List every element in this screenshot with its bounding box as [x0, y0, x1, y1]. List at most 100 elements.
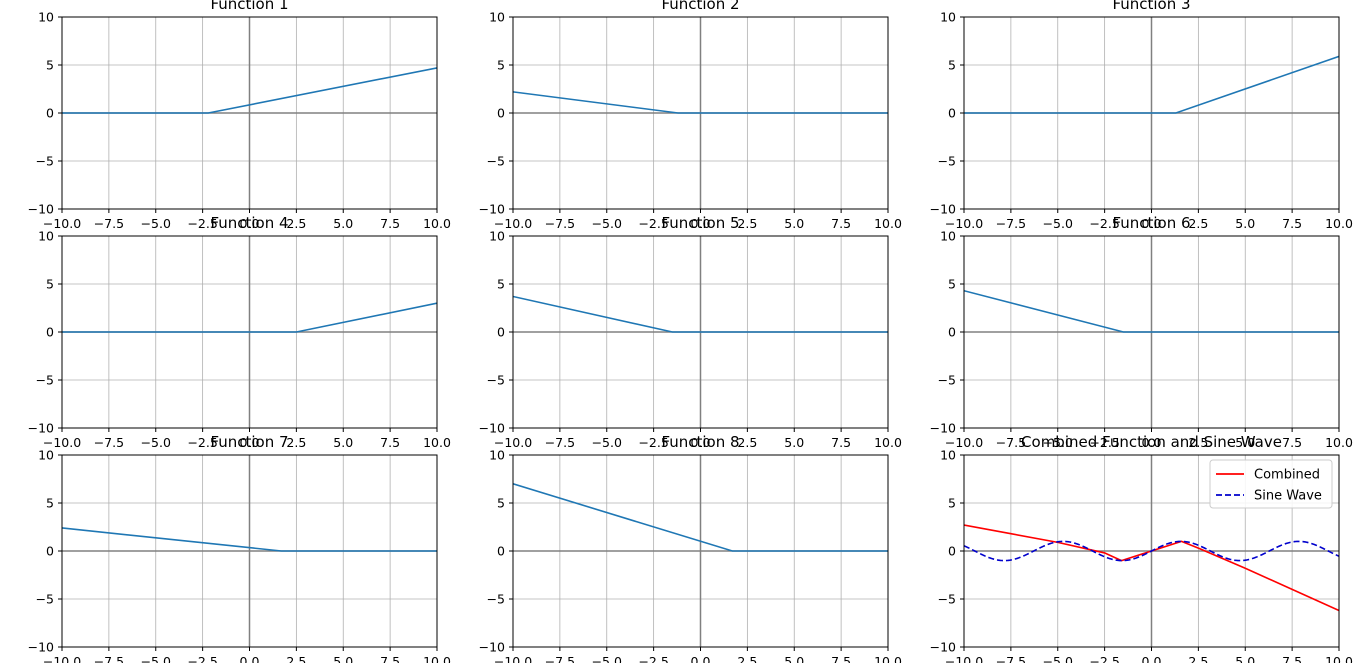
legend: Combined Sine Wave — [1209, 459, 1333, 509]
y-tick-label: −10 — [28, 421, 54, 436]
legend-box — [1209, 459, 1333, 509]
y-tick-label: 10 — [940, 10, 956, 25]
x-tick-label: 7.5 — [831, 216, 851, 231]
y-tick-label: 5 — [46, 277, 54, 292]
x-tick-label: 2.5 — [737, 654, 757, 663]
x-tick-label: −2.5 — [187, 654, 217, 663]
x-tick-label: −5.0 — [141, 216, 171, 231]
x-tick-label: −7.5 — [94, 435, 124, 450]
x-tick-label: −7.5 — [545, 435, 575, 450]
y-tick-label: 10 — [940, 448, 956, 463]
x-tick-label: −5.0 — [141, 654, 171, 663]
y-tick-label: 5 — [46, 58, 54, 73]
x-tick-label: 7.5 — [831, 435, 851, 450]
subplot-9: −10.0 −7.5 −5.0 −2.5 0.0 2.5 5.0 7.5 10.0 −10 −5 0 5… — [930, 433, 1353, 663]
x-tick-label: 10.0 — [423, 654, 451, 663]
y-tick-label: −5 — [487, 592, 505, 607]
x-tick-label: 7.5 — [1282, 216, 1302, 231]
y-tick-label: 0 — [948, 325, 956, 340]
y-tick-label: 5 — [948, 277, 956, 292]
y-tick-label: −10 — [930, 640, 956, 655]
x-tick-label: 5.0 — [1235, 435, 1255, 450]
x-tick-label: −10.0 — [43, 654, 81, 663]
x-tick-label: 10.0 — [874, 654, 902, 663]
y-tick-label: 0 — [497, 106, 505, 121]
subplot-title: Function 2 — [661, 0, 739, 13]
legend-label: Sine Wave — [1254, 489, 1322, 504]
subplot-title: Function 8 — [661, 433, 739, 451]
y-tick-label: −5 — [36, 592, 54, 607]
series-line-1 — [513, 483, 888, 552]
x-tick-label: 10.0 — [874, 216, 902, 231]
y-tick-label: 5 — [948, 58, 956, 73]
subplot-7: −10.0 −7.5 −5.0 −2.5 0.0 2.5 5.0 7.5 10.0 −10 −5 0 5… — [28, 433, 451, 663]
x-tick-label: 5.0 — [784, 435, 804, 450]
series-line-1 — [513, 295, 888, 333]
y-tick-label: 0 — [46, 325, 54, 340]
x-tick-label: −10.0 — [945, 654, 983, 663]
subplot-3: −10.0 −7.5 −5.0 −2.5 0.0 2.5 5.0 7.5 10.0 −10 −5 0 5… — [930, 0, 1353, 231]
x-tick-label: 2.5 — [286, 435, 306, 450]
y-tick-label: −10 — [479, 421, 505, 436]
y-tick-label: −10 — [930, 202, 956, 217]
x-tick-label: 0.0 — [240, 654, 260, 663]
x-tick-label: −7.5 — [94, 654, 124, 663]
x-tick-label: −7.5 — [996, 654, 1026, 663]
x-tick-label: 7.5 — [380, 654, 400, 663]
x-tick-label: −7.5 — [545, 654, 575, 663]
subplot-title: Function 4 — [210, 214, 288, 232]
x-tick-label: −10.0 — [945, 435, 983, 450]
x-tick-label: 10.0 — [1325, 216, 1353, 231]
y-tick-label: 5 — [46, 496, 54, 511]
series-line-1 — [62, 67, 437, 114]
x-tick-label: −5.0 — [1043, 654, 1073, 663]
x-tick-label: 2.5 — [1188, 654, 1208, 663]
x-tick-label: −10.0 — [494, 654, 532, 663]
y-tick-label: −10 — [28, 202, 54, 217]
y-tick-label: 10 — [38, 448, 54, 463]
x-tick-label: 10.0 — [423, 216, 451, 231]
y-tick-label: −5 — [487, 373, 505, 388]
series-line-1 — [62, 302, 437, 333]
subplot-4: −10.0 −7.5 −5.0 −2.5 0.0 2.5 5.0 7.5 10.0 −10 −5 0 5… — [28, 214, 451, 450]
y-tick-label: 0 — [46, 544, 54, 559]
x-tick-label: 7.5 — [1282, 435, 1302, 450]
x-tick-label: −2.5 — [1089, 654, 1119, 663]
y-tick-label: 0 — [497, 325, 505, 340]
x-tick-label: −7.5 — [94, 216, 124, 231]
x-tick-label: 5.0 — [333, 435, 353, 450]
x-tick-label: −5.0 — [141, 435, 171, 450]
x-tick-label: 0.0 — [240, 216, 260, 231]
x-tick-label: −7.5 — [996, 435, 1026, 450]
x-tick-label: 10.0 — [423, 435, 451, 450]
series-line-1 — [964, 289, 1339, 333]
x-tick-label: 5.0 — [784, 654, 804, 663]
subplot-6: −10.0 −7.5 −5.0 −2.5 0.0 2.5 5.0 7.5 10.0 −10 −5 0 5… — [930, 214, 1353, 450]
x-tick-label: −2.5 — [1089, 216, 1119, 231]
y-tick-label: 10 — [940, 229, 956, 244]
x-tick-label: 2.5 — [1188, 435, 1208, 450]
series-line-1 — [513, 91, 888, 114]
x-tick-label: 10.0 — [1325, 654, 1353, 663]
x-tick-label: −7.5 — [545, 216, 575, 231]
x-tick-label: −5.0 — [592, 654, 622, 663]
series-line-sine-wave — [964, 540, 1339, 562]
x-tick-label: 5.0 — [333, 654, 353, 663]
y-tick-label: −10 — [479, 640, 505, 655]
x-tick-label: −2.5 — [187, 216, 217, 231]
legend-label: Combined — [1254, 468, 1320, 483]
y-tick-label: 10 — [38, 10, 54, 25]
x-tick-label: −10.0 — [494, 435, 532, 450]
subplot-8: −10.0 −7.5 −5.0 −2.5 0.0 2.5 5.0 7.5 10.0 −10 −5 0 5… — [479, 433, 902, 663]
y-tick-label: 0 — [948, 106, 956, 121]
x-tick-label: −2.5 — [1089, 435, 1119, 450]
series-line-1 — [62, 527, 437, 552]
y-tick-label: 5 — [948, 496, 956, 511]
x-tick-label: −2.5 — [187, 435, 217, 450]
x-tick-label: 0.0 — [1142, 435, 1162, 450]
x-tick-label: 2.5 — [737, 435, 757, 450]
y-tick-label: −5 — [938, 373, 956, 388]
x-tick-label: −5.0 — [592, 216, 622, 231]
x-tick-label: 10.0 — [1325, 435, 1353, 450]
x-tick-label: 0.0 — [1142, 216, 1162, 231]
